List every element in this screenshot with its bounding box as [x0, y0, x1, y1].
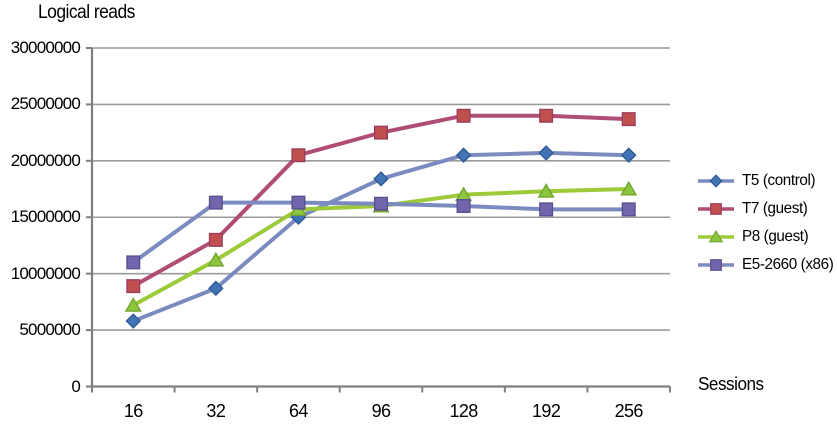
- series-marker-t5-control: [620, 147, 637, 163]
- legend-swatch-diamond-icon: [698, 173, 734, 188]
- series-marker-t7-guest: [126, 279, 141, 294]
- series-marker-p8-guest: [620, 180, 638, 196]
- series-marker-e5-2660-x86: [374, 196, 388, 211]
- series-marker-p8-guest: [124, 297, 142, 312]
- legend-item-t5-control: T5 (control): [697, 172, 837, 189]
- y-tick-label: 30000000: [10, 38, 81, 57]
- x-tick-label: 32: [206, 401, 226, 421]
- x-axis-title: Sessions: [698, 374, 764, 394]
- series-marker-t7-guest: [621, 112, 636, 127]
- x-tick-label: 64: [289, 401, 308, 421]
- series-marker-t7-guest: [208, 232, 223, 247]
- series-marker-t5-control: [125, 313, 142, 329]
- legend-label: T7 (guest): [742, 199, 808, 217]
- series-marker-p8-guest: [207, 251, 225, 267]
- y-tick-label: 10000000: [10, 263, 81, 283]
- legend-label: P8 (guest): [742, 227, 809, 245]
- series-marker-t7-guest: [374, 125, 388, 140]
- legend-marker-triangle-icon: [708, 229, 724, 242]
- x-tick-label: 128: [449, 401, 478, 421]
- series-marker-t7-guest: [456, 108, 471, 123]
- chart-legend: T5 (control) T7 (guest) P8 (guest) E5-2660 …: [697, 172, 837, 284]
- legend-swatch-square-icon: [698, 258, 734, 271]
- series-marker-t5-control: [455, 147, 472, 163]
- x-tick-label: 192: [532, 401, 561, 421]
- legend-item-t7-guest: T7 (guest): [697, 200, 837, 217]
- legend-label: T5 (control): [742, 171, 816, 189]
- legend-swatch-triangle-icon: [698, 229, 734, 242]
- series-marker-e5-2660-x86: [208, 195, 223, 210]
- series-marker-t5-control: [538, 145, 554, 161]
- y-tick-label: 15000000: [10, 207, 81, 227]
- series-marker-e5-2660-x86: [291, 195, 306, 210]
- y-tick-label: 5000000: [19, 320, 80, 340]
- y-tick-label: 25000000: [10, 94, 81, 114]
- legend-item-p8-guest: P8 (guest): [697, 228, 837, 245]
- legend-marker-square-icon: [710, 202, 722, 215]
- series-marker-e5-2660-x86: [126, 255, 141, 270]
- series-marker-e5-2660-x86: [539, 202, 554, 217]
- series-marker-t7-guest: [291, 148, 306, 163]
- legend-item-e5-2660-x86: E5-2660 (x86): [697, 256, 837, 273]
- series-marker-t5-control: [208, 280, 224, 297]
- x-tick-label: 16: [123, 401, 143, 421]
- legend-marker-diamond-icon: [709, 173, 723, 188]
- x-tick-label: 256: [614, 401, 644, 421]
- legend-label: E5-2660 (x86): [742, 255, 834, 273]
- legend-swatch-square-icon: [698, 202, 734, 215]
- series-marker-t7-guest: [539, 108, 554, 123]
- chart-title: Logical reads: [38, 2, 135, 23]
- y-tick-label: 20000000: [10, 150, 81, 170]
- legend-marker-square-icon: [710, 258, 722, 271]
- series-marker-e5-2660-x86: [456, 198, 471, 213]
- series-marker-e5-2660-x86: [621, 202, 636, 217]
- series-marker-p8-guest: [537, 183, 555, 198]
- series-marker-t5-control: [373, 171, 389, 187]
- x-tick-label: 96: [371, 401, 391, 421]
- y-tick-label: 0: [71, 376, 80, 396]
